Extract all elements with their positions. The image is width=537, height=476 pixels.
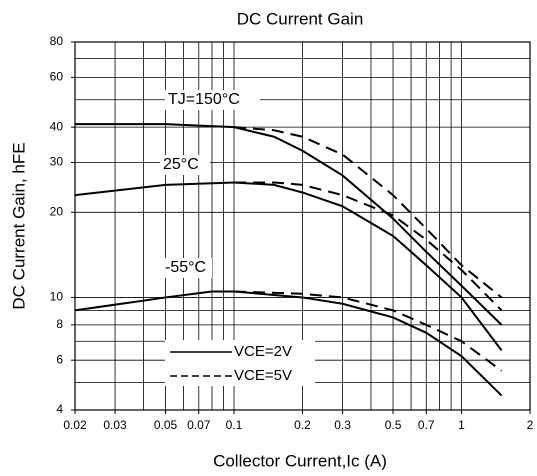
- x-tick-label: 1: [458, 418, 465, 432]
- curve: [233, 126, 503, 299]
- y-tick-label: 4: [56, 402, 63, 416]
- curve: [74, 181, 503, 351]
- x-axis-label: Collector Current,Ic (A): [213, 451, 387, 470]
- y-tick-label: 40: [50, 119, 64, 133]
- x-tick-label: 0.3: [334, 418, 351, 432]
- annotation: 25°C: [163, 156, 199, 173]
- x-tick-label: 0.2: [294, 418, 311, 432]
- y-tick-label: 30: [50, 155, 64, 169]
- y-tick-label: 60: [50, 70, 64, 84]
- x-tick-label: 0.03: [103, 418, 127, 432]
- annotation: -55°C: [165, 259, 206, 276]
- y-tick-label: 10: [50, 290, 64, 304]
- x-tick-label: 0.1: [226, 418, 243, 432]
- annotation-bg: [160, 155, 210, 175]
- x-tick-label: 0.7: [418, 418, 435, 432]
- legend-bg: [165, 340, 315, 386]
- curve: [234, 181, 503, 312]
- annotation-bg: [165, 90, 260, 110]
- x-tick-label: 0.05: [154, 418, 178, 432]
- y-axis-label: DC Current Gain, hFE: [9, 142, 28, 309]
- curve: [75, 123, 503, 326]
- legend-label: VCE=5V: [234, 367, 292, 384]
- x-tick-label: 0.5: [385, 418, 402, 432]
- legend-label: VCE=2V: [234, 343, 292, 360]
- y-tick-label: 80: [50, 34, 64, 48]
- annotation-bg: [162, 258, 212, 278]
- x-tick-label: 0.07: [187, 418, 211, 432]
- annotation: TJ=150°C: [168, 91, 240, 108]
- y-tick-label: 20: [50, 204, 64, 218]
- x-tick-label: 2: [527, 418, 534, 432]
- y-tick-label: 6: [56, 352, 63, 366]
- x-tick-label: 0.02: [63, 418, 87, 432]
- curve: [74, 290, 503, 397]
- y-tick-label: 8: [56, 317, 63, 331]
- chart-title: DC Current Gain: [237, 9, 364, 28]
- curve: [233, 290, 503, 372]
